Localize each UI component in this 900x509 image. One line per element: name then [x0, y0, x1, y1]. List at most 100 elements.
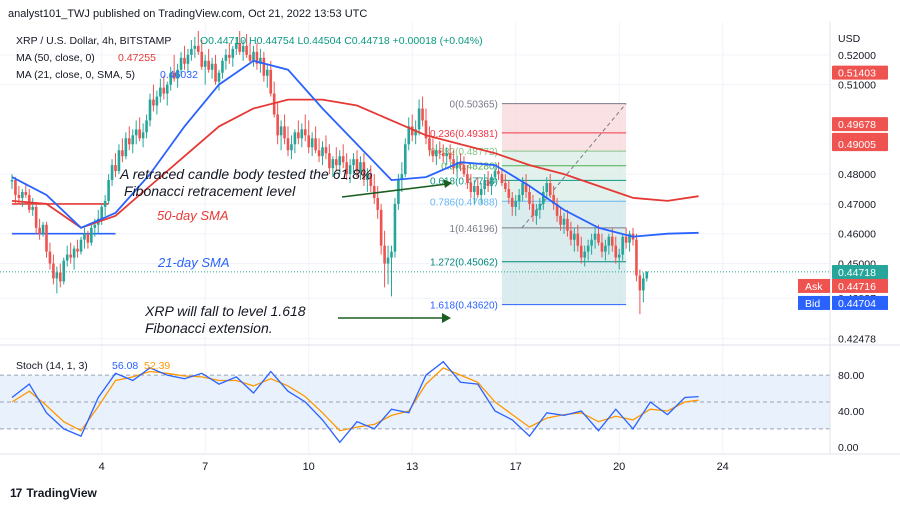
candle-body	[148, 99, 152, 121]
candle-body	[186, 54, 190, 64]
fibonacci-retracement-lines[interactable]: 0(0.50365) 0.236(0.49381) 0.382(0.48772) 0.…	[430, 100, 627, 312]
time-tick-label: 13	[406, 461, 418, 473]
candle-body	[510, 197, 514, 207]
candle-body	[559, 215, 562, 225]
price-tick-label: 0.47000	[838, 199, 876, 211]
candle-body	[400, 174, 404, 181]
candle-body	[455, 162, 459, 169]
price-label-text: 0.49678	[838, 119, 876, 131]
candle-body	[611, 236, 614, 246]
annotation-retrace-line2: Fibonacci retracement level	[124, 183, 296, 199]
annotation-fall-line2: Fibonacci extension.	[145, 320, 273, 336]
candle-body	[376, 197, 379, 210]
time-tick-label: 17	[510, 461, 522, 473]
candle-body	[269, 69, 273, 94]
candle-body	[642, 278, 645, 291]
candle-body	[573, 233, 576, 240]
candle-body	[231, 48, 235, 58]
candle-body	[310, 138, 314, 148]
candle-body	[134, 129, 138, 136]
stochastic-band	[0, 374, 830, 430]
candle-body	[604, 245, 607, 252]
candle-body	[93, 224, 97, 228]
price-label-badge	[832, 137, 888, 152]
price-tick-label: 0.51000	[838, 80, 876, 92]
candle-body	[145, 120, 148, 133]
legend-ma21-value: 0.46032	[160, 69, 198, 81]
candle-body	[459, 162, 462, 166]
candle-body	[203, 60, 207, 67]
candle-body	[252, 51, 255, 61]
legend-ma50-value: 0.47255	[118, 52, 156, 64]
candle-body	[321, 147, 324, 157]
candle-body	[241, 45, 245, 52]
candle-body	[165, 84, 169, 94]
annotation-fall-line1: XRP will fall to level 1.618	[144, 303, 306, 319]
candle-body	[410, 126, 414, 136]
price-scale[interactable]: USD 0.52000 0.51000 0.48000 0.47000 0.46000 0…	[798, 22, 888, 454]
candle-body	[207, 60, 210, 70]
candle-body	[569, 230, 573, 240]
legend-ohlc: O0.44710 H0.44754 L0.44504 C0.44718 +0.0…	[200, 35, 483, 47]
candle-body	[476, 186, 480, 195]
candle-body	[566, 218, 569, 231]
candle-body	[466, 174, 469, 184]
candle-body	[10, 180, 14, 182]
candle-body	[266, 69, 269, 76]
candle-body	[469, 183, 473, 192]
candle-body	[590, 239, 593, 246]
candle-body	[279, 126, 283, 136]
fib-zone	[501, 180, 627, 202]
candle-body	[228, 54, 231, 58]
fib-level-label: 1.272(0.45062)	[430, 258, 498, 269]
candle-body	[224, 54, 228, 61]
stochastic-axis-ticks: 80.00 40.00 0.00	[838, 370, 864, 454]
fib-level-label: 0.382(0.48772)	[430, 147, 498, 158]
annotation-layer: A retraced candle body tested the 61.8% …	[119, 166, 452, 336]
time-scale[interactable]: 4 7 10 13 17 20 24	[0, 453, 900, 473]
candle-body	[124, 138, 128, 157]
candle-body	[128, 138, 131, 145]
ask-tag	[798, 278, 830, 293]
candle-body	[507, 189, 511, 198]
candle-body	[383, 245, 386, 264]
price-tick-label: 0.46000	[838, 229, 876, 241]
candle-body	[428, 138, 431, 151]
candle-body	[245, 45, 248, 55]
candle-body	[555, 203, 559, 216]
candle-body	[69, 254, 72, 258]
candle-body	[52, 263, 55, 279]
time-tick-label: 10	[303, 461, 315, 473]
candle-body	[48, 251, 52, 264]
fib-level-label: 0.5(0.48280)	[441, 162, 498, 173]
candle-body	[542, 191, 545, 204]
candle-body	[359, 162, 362, 172]
candle-body	[62, 260, 66, 282]
candle-body	[234, 42, 238, 49]
candle-body	[338, 156, 342, 166]
candle-body	[345, 162, 348, 175]
candle-body	[535, 209, 538, 216]
candle-body	[355, 159, 359, 172]
candle-body	[473, 186, 476, 192]
price-chart[interactable]: 0(0.50365) 0.236(0.49381) 0.382(0.48772) 0.…	[0, 22, 900, 484]
candle-body	[283, 126, 286, 139]
ask-bid-quotes: Ask 0.44716 Bid 0.44704	[798, 278, 888, 310]
tradingview-footer[interactable]: 17 TradingView	[10, 486, 97, 500]
chart-legend[interactable]: XRP / U.S. Dollar, 4h, BITSTAMP O0.44710…	[16, 35, 483, 81]
ask-price-badge	[832, 278, 888, 293]
candle-body	[421, 108, 424, 121]
ask-price: 0.44716	[838, 281, 876, 293]
candle-body	[538, 203, 542, 210]
stochastic-pane[interactable]: Stoch (14, 1, 3) 56.08 52.39	[0, 344, 900, 444]
price-pane[interactable]: 0(0.50365) 0.236(0.49381) 0.382(0.48772) 0.…	[0, 22, 830, 454]
candle-body	[645, 271, 649, 279]
candle-body	[100, 206, 103, 219]
candle-body	[607, 236, 611, 246]
candle-body	[276, 114, 279, 136]
candle-body	[193, 45, 197, 49]
candle-body	[579, 245, 583, 258]
fib-trend-line	[521, 103, 627, 229]
candle-body	[500, 174, 504, 184]
